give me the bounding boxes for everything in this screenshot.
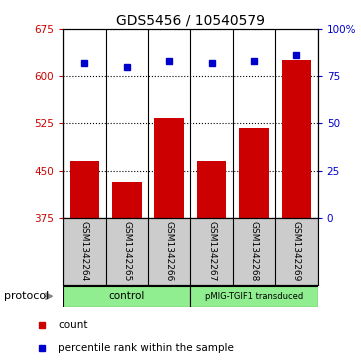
Bar	[70, 161, 99, 363]
Text: control: control	[109, 291, 145, 301]
Text: count: count	[58, 321, 88, 330]
Bar	[63, 286, 190, 307]
Text: percentile rank within the sample: percentile rank within the sample	[58, 343, 234, 352]
Title: GDS5456 / 10540579: GDS5456 / 10540579	[116, 14, 265, 28]
Text: protocol: protocol	[4, 291, 49, 301]
Text: GSM1342266: GSM1342266	[165, 221, 174, 282]
Bar	[282, 61, 311, 363]
Bar	[112, 182, 142, 363]
Text: GSM1342264: GSM1342264	[80, 221, 89, 281]
Bar	[239, 129, 269, 363]
Text: GSM1342267: GSM1342267	[207, 221, 216, 282]
Bar	[190, 286, 318, 307]
Bar	[155, 118, 184, 363]
Text: GSM1342269: GSM1342269	[292, 221, 301, 282]
Text: GSM1342268: GSM1342268	[249, 221, 258, 282]
Bar	[197, 160, 226, 363]
Text: GSM1342265: GSM1342265	[122, 221, 131, 282]
Text: pMIG-TGIF1 transduced: pMIG-TGIF1 transduced	[205, 292, 303, 301]
